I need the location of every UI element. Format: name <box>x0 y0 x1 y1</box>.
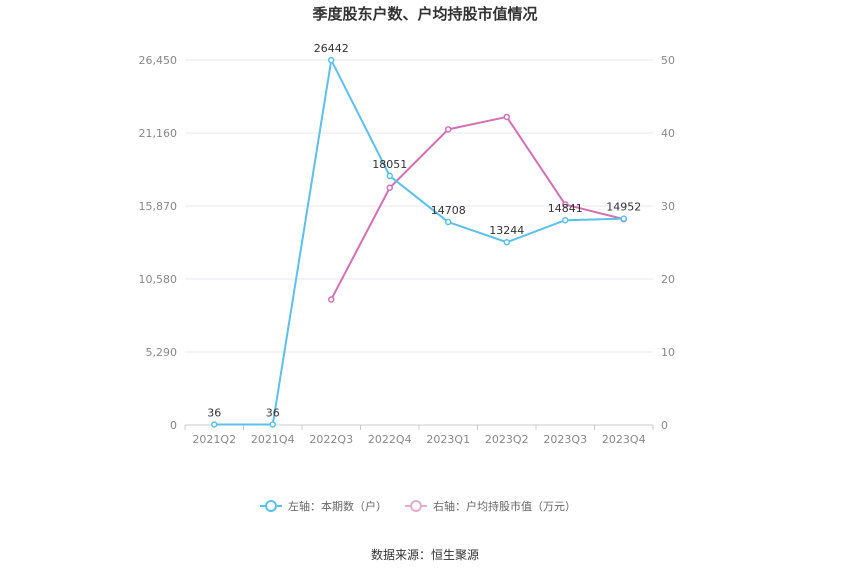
left-tick-label: 0 <box>170 419 177 432</box>
x-tick-label: 2023Q4 <box>602 433 646 446</box>
data-point-right <box>328 296 335 303</box>
series-group: 36 36 26442 18051 14708 13244 14841 14952 <box>207 42 641 428</box>
right-tick-label: 20 <box>661 273 675 286</box>
data-label: 18051 <box>372 158 407 171</box>
data-point-left <box>386 172 393 180</box>
x-tick-label: 2023Q3 <box>543 433 587 446</box>
data-label: 14952 <box>606 201 641 214</box>
data-point-right <box>503 113 510 121</box>
source-note: 数据来源：恒生聚源 <box>371 547 479 562</box>
data-point-left <box>269 421 276 428</box>
legend-swatch-marker <box>410 500 422 512</box>
data-label: 14841 <box>548 202 583 215</box>
x-tick-label: 2021Q2 <box>192 433 236 446</box>
data-point-left <box>620 215 627 222</box>
x-tick-label: 2021Q4 <box>251 433 295 446</box>
data-point-left <box>445 218 452 226</box>
legend-swatch-marker <box>265 500 277 512</box>
right-tick-label: 40 <box>661 127 675 140</box>
data-label: 36 <box>266 407 280 420</box>
left-tick-label: 15,870 <box>139 200 178 213</box>
data-label: 26442 <box>314 42 349 55</box>
x-tick-label: 2023Q1 <box>426 433 470 446</box>
legend-item: 左轴：本期数（户） <box>260 499 387 513</box>
data-point-left <box>328 56 335 64</box>
legend-label: 右轴：户均持股市值（万元） <box>433 499 576 513</box>
left-tick-label: 26,450 <box>139 54 178 67</box>
x-tick-label: 2022Q3 <box>309 433 353 446</box>
series-line-right <box>330 115 624 300</box>
right-tick-label: 50 <box>661 54 675 67</box>
left-tick-label: 10,580 <box>139 273 178 286</box>
left-tick-label: 21,160 <box>139 127 178 140</box>
x-axis: 2021Q2 2021Q4 2022Q3 2022Q4 2023Q1 2023Q2 2023… <box>184 425 654 446</box>
right-tick-label: 0 <box>661 419 668 432</box>
data-label: 13244 <box>489 224 524 237</box>
grid <box>185 59 653 426</box>
data-label: 36 <box>207 407 221 420</box>
x-tick-label: 2023Q2 <box>485 433 529 446</box>
data-point-left <box>503 238 510 246</box>
legend-item: 右轴：户均持股市值（万元） <box>405 499 576 513</box>
right-axis: 0 10 20 30 40 50 <box>661 54 675 432</box>
left-axis: 0 5,290 10,580 15,870 21,160 26,450 <box>139 54 178 432</box>
chart-title: 季度股东户数、户均持股市值情况 <box>312 5 537 23</box>
data-point-right <box>562 201 569 208</box>
left-tick-label: 5,290 <box>146 346 178 359</box>
data-point-right <box>386 184 393 191</box>
data-label: 14708 <box>431 204 466 217</box>
data-point-left <box>211 421 218 428</box>
data-point-right <box>445 126 452 133</box>
legend: 左轴：本期数（户） 右轴：户均持股市值（万元） <box>260 499 576 513</box>
data-point-left <box>562 216 569 224</box>
x-tick-label: 2022Q4 <box>368 433 412 446</box>
series-line-left <box>214 59 624 426</box>
right-tick-label: 30 <box>661 200 675 213</box>
legend-label: 左轴：本期数（户） <box>288 499 387 513</box>
right-tick-label: 10 <box>661 346 675 359</box>
